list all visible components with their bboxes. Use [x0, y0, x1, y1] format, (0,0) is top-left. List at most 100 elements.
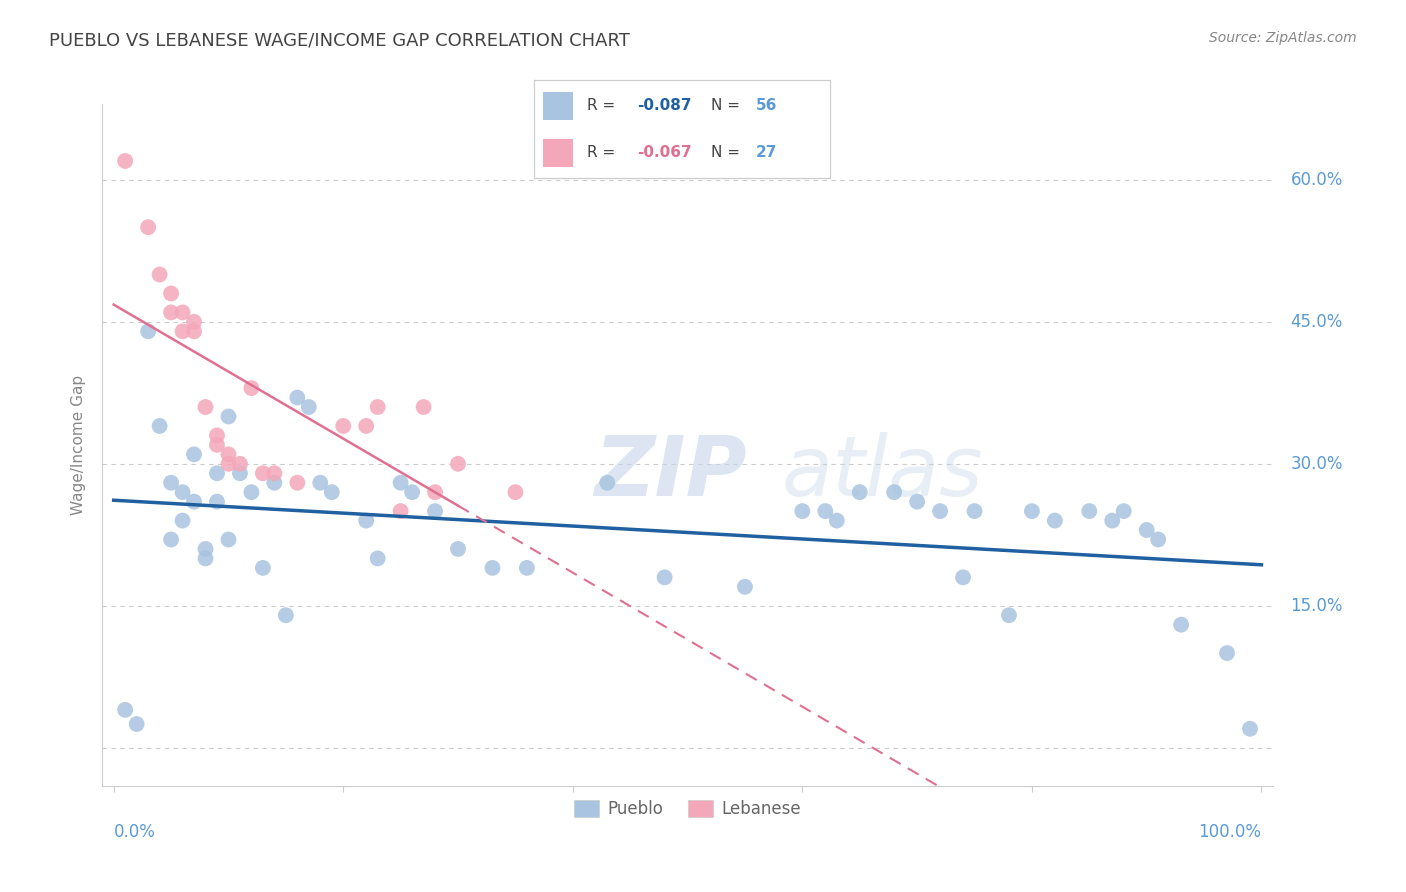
Point [367, 551, 389, 566]
Point [1112, 504, 1135, 518]
Point [160, 305, 183, 319]
Text: Source: ZipAtlas.com: Source: ZipAtlas.com [1209, 31, 1357, 45]
Point [367, 400, 389, 414]
Point [252, 467, 274, 481]
Point [929, 504, 952, 518]
Point [1170, 617, 1192, 632]
Point [412, 400, 434, 414]
Point [1216, 646, 1239, 660]
Point [1101, 514, 1123, 528]
Point [423, 485, 446, 500]
Legend: Pueblo, Lebanese: Pueblo, Lebanese [568, 793, 808, 825]
Point [825, 514, 848, 528]
FancyBboxPatch shape [543, 139, 572, 167]
Point [240, 485, 263, 500]
Point [160, 475, 183, 490]
Point [309, 475, 332, 490]
Point [194, 551, 217, 566]
Point [401, 485, 423, 500]
Point [217, 447, 239, 461]
Point [160, 286, 183, 301]
Point [905, 494, 928, 508]
Point [194, 400, 217, 414]
Point [792, 504, 814, 518]
Point [285, 391, 308, 405]
Point [389, 475, 412, 490]
Point [423, 504, 446, 518]
Point [217, 409, 239, 424]
Text: 60.0%: 60.0% [1291, 171, 1343, 189]
Point [125, 717, 148, 731]
Text: 30.0%: 30.0% [1291, 455, 1343, 473]
Text: -0.087: -0.087 [638, 98, 692, 113]
Point [205, 438, 228, 452]
Point [389, 504, 412, 518]
Text: 27: 27 [756, 145, 778, 161]
Point [447, 457, 470, 471]
Point [285, 475, 308, 490]
Text: ZIP: ZIP [593, 432, 747, 513]
Point [160, 533, 183, 547]
Point [240, 381, 263, 395]
Point [252, 561, 274, 575]
Point [149, 419, 172, 434]
Point [183, 447, 205, 461]
Point [149, 268, 172, 282]
Point [505, 485, 527, 500]
Point [205, 467, 228, 481]
Point [205, 494, 228, 508]
Point [447, 541, 470, 556]
Point [172, 485, 194, 500]
Point [1043, 514, 1066, 528]
Point [1021, 504, 1043, 518]
Point [481, 561, 503, 575]
Text: R =: R = [588, 145, 620, 161]
Point [1147, 533, 1170, 547]
Point [883, 485, 905, 500]
Point [172, 514, 194, 528]
Point [1078, 504, 1101, 518]
Text: atlas: atlas [782, 432, 983, 513]
Point [229, 457, 252, 471]
Point [354, 419, 377, 434]
Point [354, 514, 377, 528]
Point [136, 220, 159, 235]
Point [229, 467, 252, 481]
Point [963, 504, 986, 518]
Point [298, 400, 321, 414]
Text: 100.0%: 100.0% [1198, 823, 1261, 841]
Point [1239, 722, 1261, 736]
Text: N =: N = [711, 145, 745, 161]
Point [654, 570, 676, 584]
Text: N =: N = [711, 98, 745, 113]
Point [183, 324, 205, 338]
Point [136, 324, 159, 338]
Text: 56: 56 [756, 98, 778, 113]
Point [194, 541, 217, 556]
Point [205, 428, 228, 442]
Point [183, 315, 205, 329]
Point [263, 475, 285, 490]
Point [114, 703, 136, 717]
Point [172, 305, 194, 319]
Point [332, 419, 354, 434]
Text: 0.0%: 0.0% [114, 823, 156, 841]
Point [1136, 523, 1159, 537]
Point [952, 570, 974, 584]
Point [734, 580, 756, 594]
Point [217, 457, 239, 471]
Text: PUEBLO VS LEBANESE WAGE/INCOME GAP CORRELATION CHART: PUEBLO VS LEBANESE WAGE/INCOME GAP CORRE… [49, 31, 630, 49]
Point [321, 485, 343, 500]
Point [263, 467, 285, 481]
Text: R =: R = [588, 98, 620, 113]
Text: 45.0%: 45.0% [1291, 313, 1343, 331]
Text: -0.067: -0.067 [638, 145, 692, 161]
Point [814, 504, 837, 518]
FancyBboxPatch shape [543, 92, 572, 120]
Point [114, 153, 136, 168]
Point [596, 475, 619, 490]
Point [172, 324, 194, 338]
Point [516, 561, 538, 575]
Y-axis label: Wage/Income Gap: Wage/Income Gap [72, 375, 86, 515]
Point [217, 533, 239, 547]
